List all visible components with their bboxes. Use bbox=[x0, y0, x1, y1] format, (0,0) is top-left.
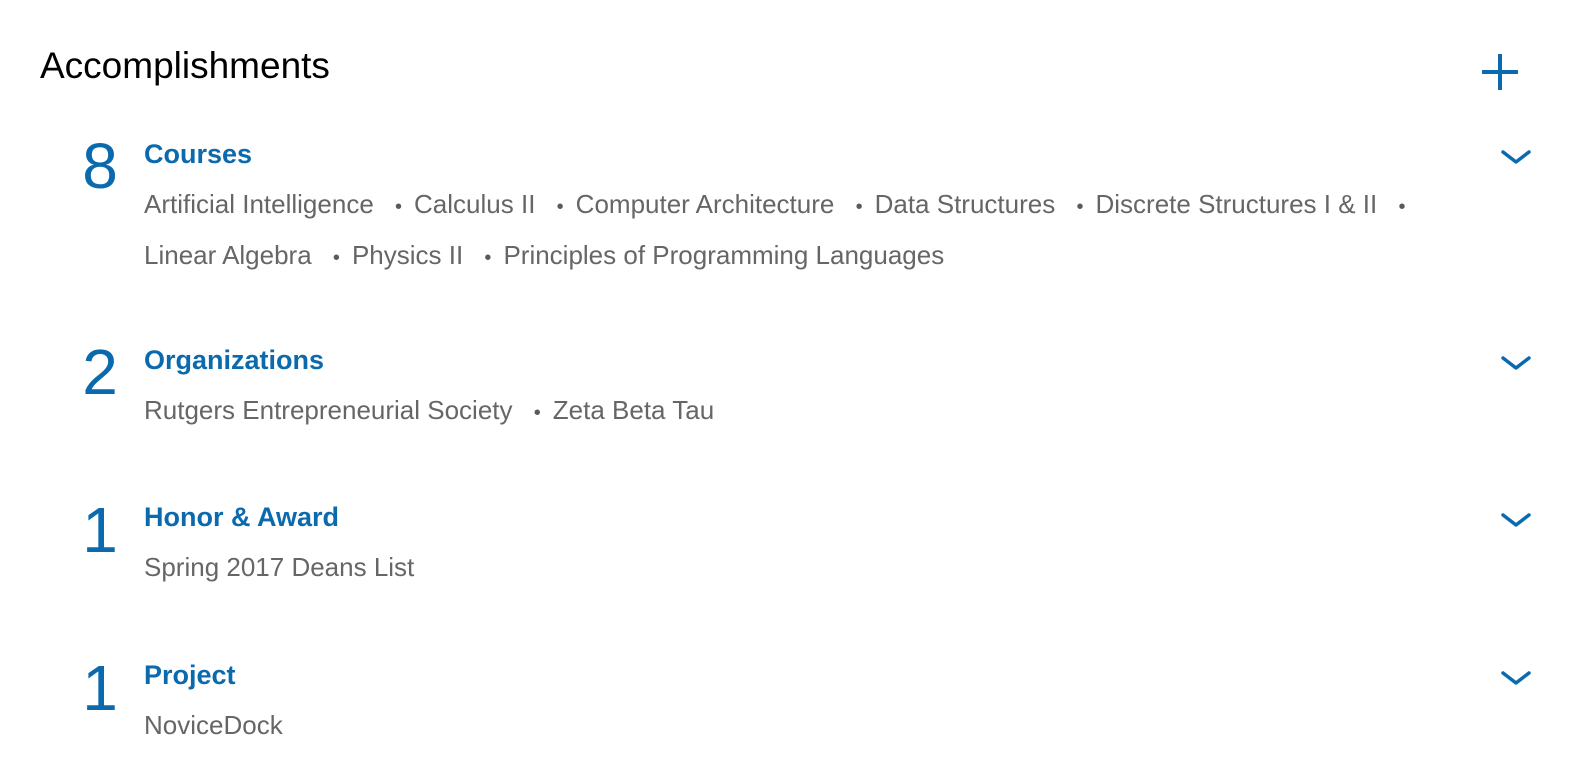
category-title-projects[interactable]: Project bbox=[144, 660, 236, 690]
entry-item: Calculus II bbox=[381, 189, 535, 219]
expand-honors-awards-button[interactable] bbox=[1496, 505, 1536, 535]
category-entries: Artificial Intelligence Calculus II Comp… bbox=[144, 180, 1474, 282]
category-entries: Rutgers Entrepreneurial Society Zeta Bet… bbox=[144, 386, 1474, 437]
entry-item: Zeta Beta Tau bbox=[520, 395, 714, 425]
add-accomplishment-button[interactable] bbox=[1474, 46, 1526, 98]
plus-icon bbox=[1482, 54, 1518, 90]
entry-item: Data Structures bbox=[842, 189, 1056, 219]
entry-item: Physics II bbox=[319, 240, 463, 270]
chevron-down-icon bbox=[1501, 671, 1531, 685]
entry-item: Artificial Intelligence bbox=[144, 189, 374, 219]
category-count: 2 bbox=[82, 336, 118, 408]
chevron-down-icon bbox=[1501, 150, 1531, 164]
chevron-down-icon bbox=[1501, 356, 1531, 370]
expand-organizations-button[interactable] bbox=[1496, 348, 1536, 378]
category-title-honors-awards[interactable]: Honor & Award bbox=[144, 502, 340, 532]
chevron-down-icon bbox=[1501, 513, 1531, 527]
expand-courses-button[interactable] bbox=[1496, 142, 1536, 172]
section-title: Accomplishments bbox=[40, 45, 330, 86]
category-count: 1 bbox=[82, 652, 118, 724]
entry-item: Spring 2017 Deans List bbox=[144, 552, 415, 582]
entry-item: Discrete Structures I & II bbox=[1062, 189, 1377, 219]
entry-item: Principles of Programming Languages bbox=[470, 240, 944, 270]
entry-item: Linear Algebra bbox=[144, 189, 1417, 270]
category-count: 8 bbox=[82, 130, 118, 202]
entry-item: Rutgers Entrepreneurial Society bbox=[144, 395, 513, 425]
category-entries: NoviceDock bbox=[144, 701, 1474, 749]
expand-projects-button[interactable] bbox=[1496, 663, 1536, 693]
category-title-courses[interactable]: Courses bbox=[144, 139, 253, 169]
entry-item: Computer Architecture bbox=[543, 189, 835, 219]
category-title-organizations[interactable]: Organizations bbox=[144, 345, 325, 375]
category-count: 1 bbox=[82, 494, 118, 566]
entry-item: NoviceDock bbox=[144, 710, 283, 740]
category-entries: Spring 2017 Deans List bbox=[144, 543, 1474, 591]
